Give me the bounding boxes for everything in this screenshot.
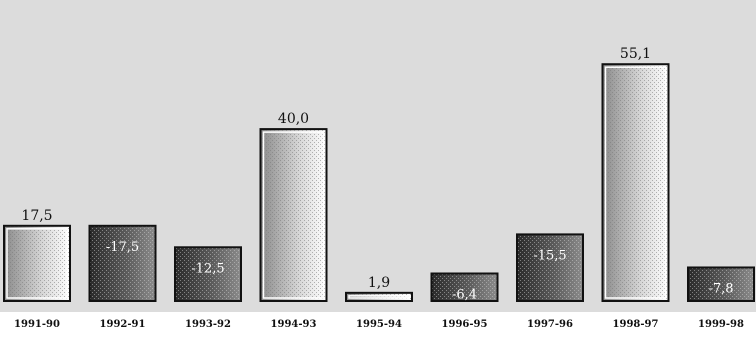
tick-label-1991-90: 1991-90 bbox=[14, 319, 60, 330]
bar-inner-border-1994-93 bbox=[262, 131, 325, 299]
bar-texture-1993-92 bbox=[176, 248, 240, 300]
data-label-1998-97: 55,1 bbox=[620, 46, 651, 62]
data-label-1996-95: -6,4 bbox=[452, 287, 477, 302]
tick-label-1993-92: 1993-92 bbox=[185, 319, 231, 330]
tick-label-1996-95: 1996-95 bbox=[442, 319, 488, 330]
bar-inner-border-1991-90 bbox=[6, 228, 68, 299]
tick-label-1998-97: 1998-97 bbox=[613, 319, 659, 330]
tick-label-1995-94: 1995-94 bbox=[356, 319, 402, 330]
bar-inner-border-1995-94 bbox=[348, 295, 410, 299]
bar-inner-border-1998-97 bbox=[604, 66, 667, 299]
data-labels: 17,5 -17,5 -12,5 40,0 1,9 -6,4 -15,5 55,1 -7,8 bbox=[21, 46, 733, 302]
bar-texture-1992-91 bbox=[90, 226, 155, 300]
data-label-1994-93: 40,0 bbox=[278, 111, 309, 127]
tick-label-1992-91: 1992-91 bbox=[100, 319, 146, 330]
bar-series bbox=[3, 63, 755, 303]
bar-texture-1994-93 bbox=[261, 130, 326, 300]
bar-texture-1995-94 bbox=[347, 293, 411, 300]
tick-label-1999-98: 1999-98 bbox=[698, 319, 744, 330]
x-axis-tick-labels: 1991-90 1992-91 1993-92 1994-93 1995-94 1996-… bbox=[14, 319, 744, 330]
bar-texture-1991-90 bbox=[5, 226, 69, 300]
data-label-1999-98: -7,8 bbox=[708, 281, 733, 296]
data-label-1993-92: -12,5 bbox=[191, 261, 224, 276]
tick-label-1997-96: 1997-96 bbox=[527, 319, 573, 330]
data-label-1997-96: -15,5 bbox=[533, 248, 566, 263]
bar-texture-1998-97 bbox=[603, 65, 668, 300]
tick-label-1994-93: 1994-93 bbox=[271, 319, 317, 330]
data-label-1991-90: 17,5 bbox=[21, 208, 52, 224]
bar-texture-1997-96 bbox=[518, 235, 582, 300]
data-label-1992-91: -17,5 bbox=[106, 240, 139, 255]
bar-texture-1999-98 bbox=[689, 268, 753, 300]
bar-texture-1996-95 bbox=[432, 274, 497, 300]
data-label-1995-94: 1,9 bbox=[368, 275, 390, 291]
